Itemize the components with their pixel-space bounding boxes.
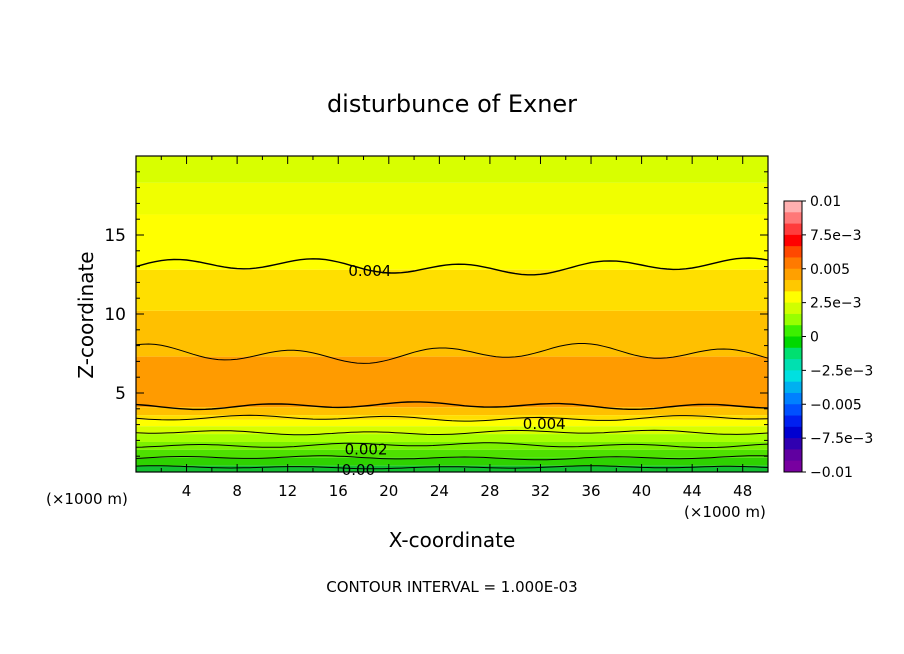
contour-lines bbox=[135, 257, 769, 470]
x-tick-label-9: 40 bbox=[632, 482, 651, 500]
contour-labels: 0.004 0.004 0.002 0.00 bbox=[342, 262, 566, 479]
contour-label-2: 0.002 bbox=[345, 440, 388, 458]
x-tick-label-6: 28 bbox=[480, 482, 499, 500]
contour-line-3 bbox=[135, 414, 769, 422]
colorbar-segment-3 bbox=[784, 234, 802, 247]
contour-line-2 bbox=[135, 401, 769, 411]
colorbar-segment-13 bbox=[784, 347, 802, 360]
contour-band-3 bbox=[136, 269, 768, 311]
colorbar-segment-21 bbox=[784, 438, 802, 450]
colorbar-segment-17 bbox=[784, 392, 802, 405]
contour-band-6 bbox=[136, 407, 768, 416]
colorbar-segment-6 bbox=[784, 268, 802, 281]
contour-band-12 bbox=[136, 449, 768, 458]
contour-band-7 bbox=[136, 415, 768, 420]
contour-label-0: 0.004 bbox=[348, 262, 391, 280]
colorbar-segment-12 bbox=[784, 336, 802, 349]
colorbar-segment-18 bbox=[784, 404, 802, 417]
contour-band-9 bbox=[136, 426, 768, 435]
x-tick-label-11: 48 bbox=[733, 482, 752, 500]
contour-band-2 bbox=[136, 214, 768, 270]
x-tick-label-1: 8 bbox=[232, 482, 242, 500]
x-tick-label-3: 16 bbox=[329, 482, 348, 500]
colorbar-label-8: −0.01 bbox=[810, 465, 853, 481]
contour-band-5 bbox=[136, 356, 768, 408]
contour-interval-note: CONTOUR INTERVAL = 1.000E-03 bbox=[326, 578, 577, 596]
colorbar-segment-2 bbox=[784, 223, 802, 236]
colorbar-segment-14 bbox=[784, 359, 802, 371]
colorbar-label-7: −7.5e−3 bbox=[810, 431, 873, 447]
contour-band-10 bbox=[136, 434, 768, 442]
colorbar-label-4: 0 bbox=[810, 330, 819, 346]
x-unit-label-right: (×1000 m) bbox=[684, 503, 766, 521]
contour-label-1: 0.004 bbox=[523, 415, 566, 433]
contour-band-11 bbox=[136, 441, 768, 450]
contour-band-1 bbox=[136, 182, 768, 215]
colorbar bbox=[783, 200, 803, 473]
y-axis-ticks: 5 10 15 bbox=[104, 171, 768, 457]
contour-band-13 bbox=[136, 457, 768, 466]
colorbar-segment-19 bbox=[784, 415, 802, 428]
contour-line-6 bbox=[135, 455, 769, 461]
y-tick-label-1: 10 bbox=[104, 305, 126, 325]
contour-line-7 bbox=[135, 465, 769, 470]
x-tick-label-2: 12 bbox=[278, 482, 297, 500]
colorbar-segment-5 bbox=[784, 257, 802, 270]
colorbar-segment-11 bbox=[784, 325, 802, 337]
colorbar-segment-1 bbox=[784, 212, 802, 225]
colorbar-segment-9 bbox=[784, 302, 802, 315]
y-tick-label-0: 5 bbox=[115, 384, 126, 404]
colorbar-labels: 0.01 7.5e−3 0.005 2.5e−3 0 −2.5e−3 −0.005 −7.5e… bbox=[802, 194, 873, 481]
chart-title: disturbunce of Exner bbox=[327, 90, 577, 118]
x-tick-label-5: 24 bbox=[430, 482, 449, 500]
contour-line-5 bbox=[135, 442, 769, 449]
contour-line-1 bbox=[135, 343, 769, 364]
contour-band-8 bbox=[136, 419, 768, 427]
x-tick-label-7: 32 bbox=[531, 482, 550, 500]
x-tick-label-8: 36 bbox=[581, 482, 600, 500]
colorbar-segment-0 bbox=[784, 201, 802, 213]
colorbar-label-1: 7.5e−3 bbox=[810, 228, 862, 244]
x-tick-label-0: 4 bbox=[182, 482, 192, 500]
colorbar-segment-10 bbox=[784, 313, 802, 326]
colorbar-segment-22 bbox=[784, 449, 802, 462]
x-axis-ticks: 4 8 12 16 20 24 28 32 36 40 44 48 bbox=[160, 156, 752, 500]
plot-area bbox=[136, 156, 768, 472]
contour-band-0 bbox=[136, 156, 768, 183]
y-axis-label: Z-coordinate bbox=[74, 251, 98, 378]
colorbar-label-3: 2.5e−3 bbox=[810, 296, 862, 312]
colorbar-segment-20 bbox=[784, 426, 802, 439]
colorbar-label-6: −0.005 bbox=[810, 397, 862, 413]
contour-line-4 bbox=[135, 429, 769, 436]
contour-line-0 bbox=[135, 257, 769, 276]
x-tick-label-10: 44 bbox=[683, 482, 702, 500]
colorbar-label-0: 0.01 bbox=[810, 194, 841, 210]
colorbar-label-2: 0.005 bbox=[810, 262, 850, 278]
x-tick-label-4: 20 bbox=[379, 482, 398, 500]
x-unit-label-left: (×1000 m) bbox=[46, 490, 128, 508]
contour-label-3: 0.00 bbox=[342, 461, 375, 479]
colorbar-label-5: −2.5e−3 bbox=[810, 363, 873, 379]
colorbar-segment-7 bbox=[784, 280, 802, 292]
contour-band-14 bbox=[136, 465, 768, 472]
contour-band-4 bbox=[136, 310, 768, 357]
colorbar-segment-23 bbox=[784, 460, 802, 473]
colorbar-segment-15 bbox=[784, 370, 802, 383]
colorbar-segment-16 bbox=[784, 381, 802, 394]
x-axis-label: X-coordinate bbox=[389, 528, 516, 552]
colorbar-segment-8 bbox=[784, 291, 802, 304]
colorbar-segment-4 bbox=[784, 246, 802, 258]
y-tick-label-2: 15 bbox=[104, 226, 126, 246]
